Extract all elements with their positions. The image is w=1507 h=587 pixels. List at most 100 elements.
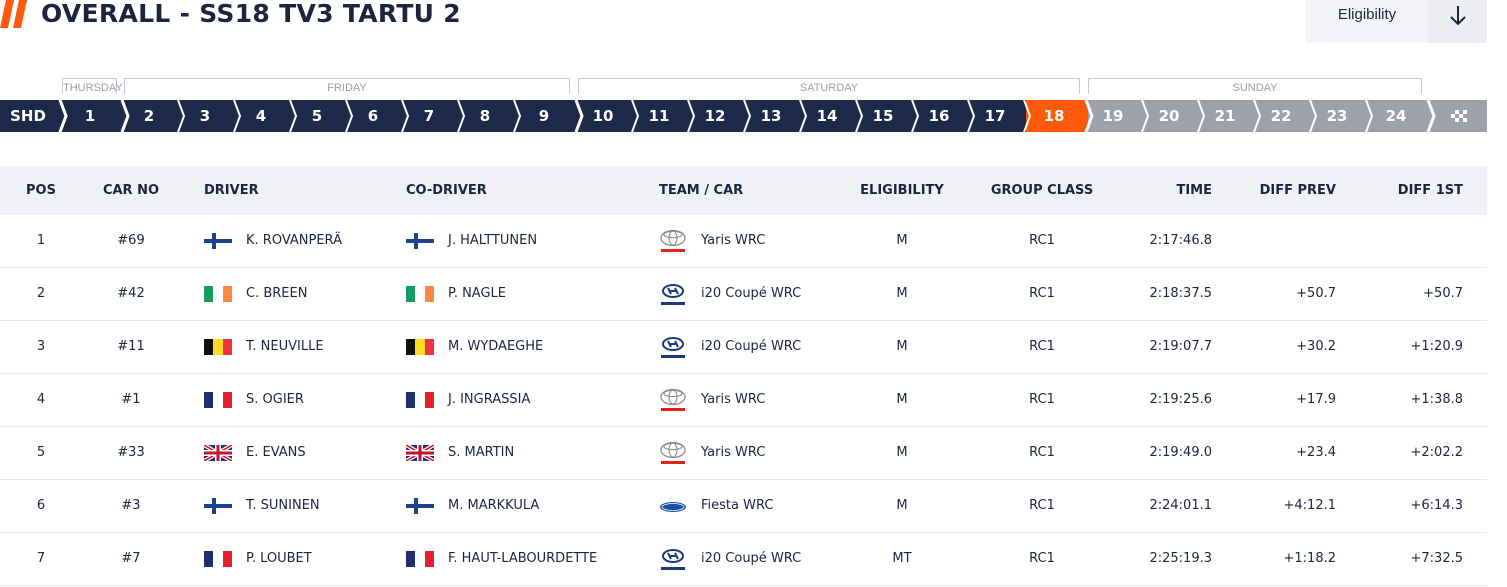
stage-20[interactable]: 20 [1144, 100, 1200, 132]
stage-19[interactable]: 19 [1088, 100, 1144, 132]
col-driver[interactable]: DRIVER [204, 183, 259, 198]
col-eligibility[interactable]: ELIGIBILITY [860, 183, 944, 198]
car-no-cell: #69 [117, 233, 145, 248]
driver-name[interactable]: E. EVANS [246, 445, 306, 460]
page-title: OVERALL - SS18 TV3 TARTU 2 [41, 0, 461, 28]
stage-16[interactable]: 16 [914, 100, 970, 132]
diff-1st-cell: +7:32.5 [1410, 551, 1464, 566]
stage-finish[interactable] [1430, 100, 1487, 132]
diff-prev-cell: +17.9 [1296, 392, 1336, 407]
col-team-car[interactable]: TEAM / CAR [659, 183, 744, 198]
hyundai-logo-icon [658, 282, 688, 308]
stage-17[interactable]: 17 [970, 100, 1026, 132]
stage-shd[interactable]: SHD [0, 100, 62, 132]
pos-cell: 5 [36, 445, 46, 460]
finish-flag-icon [1450, 110, 1467, 122]
diff-1st-cell: +50.7 [1423, 286, 1463, 301]
car-no-cell: #3 [121, 498, 141, 513]
car-model: i20 Coupé WRC [701, 286, 802, 301]
group-class-cell: RC1 [1029, 392, 1055, 407]
co-driver-name[interactable]: S. MARTIN [448, 445, 515, 460]
stage-3[interactable]: 3 [180, 100, 236, 132]
eligibility-cell: M [896, 339, 908, 354]
stage-15[interactable]: 15 [858, 100, 914, 132]
col-time[interactable]: TIME [1176, 183, 1212, 198]
ford-logo-icon [658, 494, 688, 520]
stage-18-current[interactable]: 18 [1026, 100, 1088, 132]
driver-name[interactable]: K. ROVANPERÄ [246, 233, 342, 248]
eligibility-cell: M [896, 392, 908, 407]
col-group-class[interactable]: GROUP CLASS [990, 183, 1094, 198]
table-row[interactable]: 2 #42 C. BREEN P. NAGLE i20 Coupé WRC M … [0, 268, 1487, 321]
col-co-driver[interactable]: CO-DRIVER [406, 183, 487, 198]
driver-name[interactable]: P. LOUBET [246, 551, 312, 566]
col-diff-prev[interactable]: DIFF PREV [1259, 183, 1336, 198]
day-label-sunday: SUNDAY [1232, 82, 1278, 94]
stage-22[interactable]: 22 [1256, 100, 1312, 132]
diff-1st-cell: +6:14.3 [1410, 498, 1464, 513]
day-label-thursday: THURSDAY [63, 82, 123, 94]
table-row[interactable]: 5 #33 E. EVANS S. MARTIN Yaris WRC M RC1… [0, 427, 1487, 480]
france-flag-icon [204, 392, 232, 408]
stage-11[interactable]: 11 [634, 100, 690, 132]
driver-name[interactable]: S. OGIER [246, 392, 304, 407]
diff-prev-cell: +1:18.2 [1283, 551, 1337, 566]
table-row[interactable]: 7 #7 P. LOUBET F. HAUT-LABOURDETTE i20 C… [0, 533, 1487, 586]
france-flag-icon [406, 551, 434, 567]
time-cell: 2:17:46.8 [1149, 233, 1212, 248]
stage-12[interactable]: 12 [690, 100, 746, 132]
ireland-flag-icon [204, 286, 232, 302]
diff-1st-cell [1363, 215, 1463, 267]
pos-cell: 1 [36, 233, 46, 248]
eligibility-cell: M [896, 445, 908, 460]
stage-21[interactable]: 21 [1200, 100, 1256, 132]
driver-name[interactable]: T. NEUVILLE [246, 339, 324, 354]
eligibility-filter-button[interactable]: Eligibility [1306, 0, 1428, 43]
toyota-logo-icon [658, 388, 688, 414]
co-driver-name[interactable]: J. HALTTUNEN [448, 233, 538, 248]
toyota-logo-icon [658, 229, 688, 255]
group-class-cell: RC1 [1029, 339, 1055, 354]
co-driver-name[interactable]: J. INGRASSIA [448, 392, 531, 407]
table-row[interactable]: 3 #11 T. NEUVILLE M. WYDAEGHE i20 Coupé … [0, 321, 1487, 374]
stage-6[interactable]: 6 [348, 100, 404, 132]
belgium-flag-icon [204, 339, 232, 355]
driver-name[interactable]: T. SUNINEN [246, 498, 320, 513]
time-cell: 2:19:25.6 [1149, 392, 1212, 407]
car-no-cell: #7 [121, 551, 141, 566]
group-class-cell: RC1 [1029, 498, 1055, 513]
col-car-no[interactable]: CAR NO [102, 183, 160, 198]
ireland-flag-icon [406, 286, 434, 302]
arrow-down-icon [1449, 6, 1466, 26]
stage-1[interactable]: 1 [62, 100, 124, 132]
stage-24[interactable]: 24 [1368, 100, 1430, 132]
stage-14[interactable]: 14 [802, 100, 858, 132]
stage-5[interactable]: 5 [292, 100, 348, 132]
col-pos[interactable]: POS [26, 183, 56, 198]
time-cell: 2:25:19.3 [1149, 551, 1212, 566]
co-driver-name[interactable]: M. MARKKULA [448, 498, 540, 513]
stage-10[interactable]: 10 [578, 100, 634, 132]
table-row[interactable]: 1 #69 K. ROVANPERÄ J. HALTTUNEN Yaris WR… [0, 215, 1487, 268]
finland-flag-icon [406, 498, 434, 514]
co-driver-name[interactable]: M. WYDAEGHE [448, 339, 544, 354]
col-diff-1st[interactable]: DIFF 1ST [1397, 183, 1463, 198]
eligibility-cell: M [896, 498, 908, 513]
table-row[interactable]: 4 #1 S. OGIER J. INGRASSIA Yaris WRC M R… [0, 374, 1487, 427]
day-friday: FRIDAY [124, 78, 570, 94]
diff-prev-cell: +4:12.1 [1283, 498, 1337, 513]
driver-name[interactable]: C. BREEN [246, 286, 308, 301]
sort-toggle-button[interactable] [1428, 0, 1487, 43]
pos-cell: 2 [36, 286, 46, 301]
stage-7[interactable]: 7 [404, 100, 460, 132]
france-flag-icon [406, 392, 434, 408]
stage-9[interactable]: 9 [516, 100, 578, 132]
stage-2[interactable]: 2 [124, 100, 180, 132]
stage-13[interactable]: 13 [746, 100, 802, 132]
stage-23[interactable]: 23 [1312, 100, 1368, 132]
co-driver-name[interactable]: P. NAGLE [448, 286, 506, 301]
co-driver-name[interactable]: F. HAUT-LABOURDETTE [448, 551, 598, 566]
table-row[interactable]: 6 #3 T. SUNINEN M. MARKKULA Fiesta WRC M… [0, 480, 1487, 533]
stage-8[interactable]: 8 [460, 100, 516, 132]
stage-4[interactable]: 4 [236, 100, 292, 132]
